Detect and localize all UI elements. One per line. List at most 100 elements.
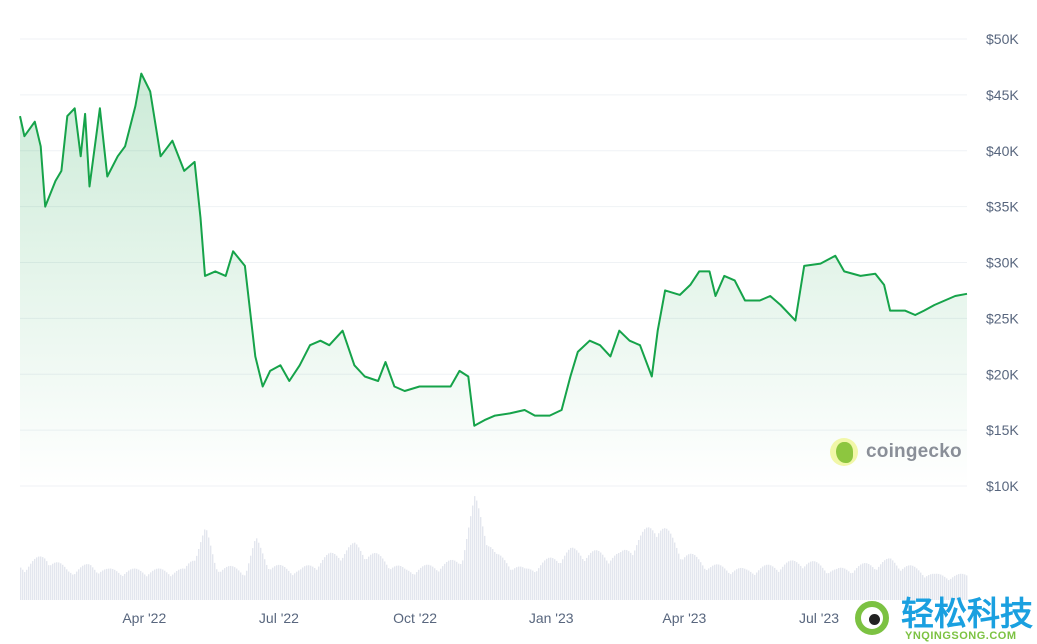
volume-bar xyxy=(112,568,114,600)
volume-bar xyxy=(840,567,842,600)
volume-bar xyxy=(956,574,958,600)
volume-bar xyxy=(170,576,172,600)
volume-bar xyxy=(546,558,548,600)
y-tick-label: $45K xyxy=(986,87,1019,103)
volume-bar xyxy=(330,552,332,600)
volume-bar xyxy=(518,566,520,600)
volume-bar xyxy=(44,558,46,600)
volume-bar xyxy=(780,569,782,600)
volume-bar xyxy=(778,571,780,600)
volume-bar xyxy=(24,572,26,600)
volume-bar xyxy=(258,542,260,600)
volume-bar xyxy=(26,569,28,600)
volume-bar xyxy=(892,560,894,600)
volume-bar xyxy=(884,560,886,600)
volume-bar xyxy=(808,562,810,600)
volume-bar xyxy=(136,568,138,600)
volume-bar xyxy=(366,558,368,600)
volume-bar xyxy=(314,568,316,600)
volume-bar xyxy=(670,533,672,600)
volume-bar xyxy=(320,563,322,600)
volume-bar xyxy=(872,567,874,600)
volume-bar xyxy=(182,568,184,600)
volume-bar xyxy=(502,557,504,600)
volume-bar xyxy=(208,537,210,600)
volume-bar xyxy=(730,574,732,600)
volume-bar xyxy=(236,568,238,600)
x-tick-label: Apr '22 xyxy=(122,610,166,626)
volume-bar xyxy=(746,569,748,600)
volume-bar xyxy=(832,570,834,600)
volume-bar xyxy=(440,568,442,600)
y-tick-label: $10K xyxy=(986,478,1019,494)
volume-bar xyxy=(386,564,388,600)
volume-bar xyxy=(816,562,818,600)
volume-bar xyxy=(806,564,808,600)
volume-bar xyxy=(850,573,852,600)
volume-bar xyxy=(586,557,588,600)
volume-bar xyxy=(818,563,820,600)
volume-bar xyxy=(242,574,244,600)
volume-bar xyxy=(90,565,92,600)
volume-bar xyxy=(118,572,120,600)
volume-bar xyxy=(216,569,218,600)
volume-bar xyxy=(784,564,786,600)
volume-bar xyxy=(684,557,686,600)
volume-bar xyxy=(508,566,510,600)
volume-bar xyxy=(354,542,356,600)
volume-bar xyxy=(558,563,560,600)
volume-bar xyxy=(106,568,108,600)
volume-bar xyxy=(634,550,636,600)
volume-bar xyxy=(786,562,788,600)
volume-bar xyxy=(638,540,640,600)
volume-bar xyxy=(820,565,822,600)
volume-bar xyxy=(114,569,116,600)
volume-bar xyxy=(680,559,682,600)
volume-bar xyxy=(108,568,110,600)
volume-bar xyxy=(842,567,844,600)
volume-bar xyxy=(914,566,916,600)
volume-bar xyxy=(294,573,296,600)
volume-bar xyxy=(434,568,436,600)
volume-bar xyxy=(566,552,568,600)
volume-bar xyxy=(356,544,358,600)
volume-bar xyxy=(724,568,726,600)
volume-bar xyxy=(648,527,650,600)
volume-bar xyxy=(736,569,738,600)
volume-bar xyxy=(920,572,922,600)
volume-bar xyxy=(758,570,760,600)
volume-bar xyxy=(696,556,698,600)
volume-bar xyxy=(774,567,776,600)
volume-bar xyxy=(450,559,452,600)
site-name-cn: 轻松科技 xyxy=(901,594,1033,633)
coingecko-logo-icon xyxy=(830,438,858,466)
volume-bar xyxy=(494,552,496,600)
volume-bar xyxy=(824,570,826,600)
volume-bar xyxy=(616,553,618,600)
volume-bar xyxy=(282,565,284,600)
volume-bar xyxy=(328,553,330,600)
volume-bar xyxy=(184,568,186,600)
volume-bar xyxy=(922,575,924,600)
volume-bar xyxy=(116,571,118,600)
volume-bar xyxy=(480,517,482,600)
volume-bar xyxy=(336,555,338,600)
volume-bar xyxy=(438,571,440,600)
volume-bar xyxy=(64,566,66,600)
volume-bar xyxy=(188,563,190,600)
volume-bar xyxy=(904,567,906,600)
volume-bar xyxy=(848,571,850,600)
volume-bar xyxy=(944,576,946,600)
volume-bar xyxy=(552,558,554,600)
volume-bar xyxy=(538,568,540,600)
volume-bar xyxy=(376,553,378,600)
volume-bar xyxy=(418,569,420,600)
volume-bar xyxy=(800,565,802,600)
volume-bar xyxy=(754,574,756,600)
volume-bar xyxy=(358,547,360,600)
x-tick-label: Jul '22 xyxy=(259,610,299,626)
volume-bar xyxy=(578,552,580,600)
volume-bar xyxy=(460,563,462,600)
volume-bar xyxy=(822,567,824,600)
volume-bar xyxy=(534,572,536,600)
